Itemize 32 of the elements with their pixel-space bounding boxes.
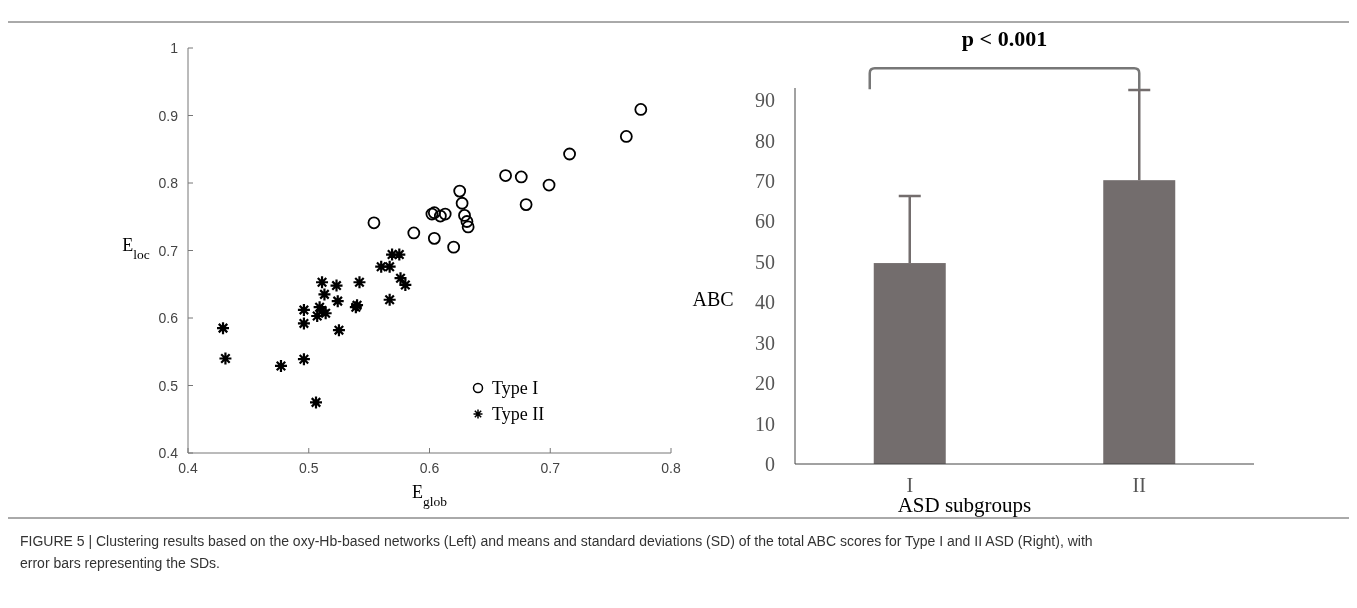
x-tick-label: 0.5 bbox=[299, 460, 319, 476]
y-tick-label: 30 bbox=[755, 331, 775, 354]
legend-label: Type I bbox=[492, 378, 539, 398]
y-tick-label: 0.7 bbox=[158, 242, 179, 259]
x-tick-label: 0.8 bbox=[661, 460, 681, 476]
y-tick-label: 60 bbox=[755, 210, 775, 233]
y-tick-label: 50 bbox=[755, 250, 775, 273]
x-tick-label: 0.4 bbox=[178, 460, 198, 476]
y-axis-title: ABC bbox=[692, 288, 734, 310]
y-tick-label: 1 bbox=[170, 40, 179, 56]
x-tick-label: I bbox=[906, 474, 914, 496]
caption: FIGURE 5 | Clustering results based on the oxy-Hb-based networks (Left) and means and standard deviations (SD) of the total ABC scores for Type I and II ASD (Right), with error bars representing the SDs. bbox=[20, 533, 1093, 571]
y-tick-label: 10 bbox=[755, 412, 775, 435]
y-tick-label: 20 bbox=[755, 372, 775, 395]
x-tick-label: 0.7 bbox=[540, 460, 561, 476]
text: p < 0.001 bbox=[961, 26, 1048, 52]
x-axis-title: E$_{glob}$ bbox=[411, 482, 448, 509]
y-tick-label: 70 bbox=[755, 169, 775, 192]
legend-label: Type II bbox=[492, 404, 545, 424]
y-tick-label: 0.4 bbox=[158, 445, 179, 461]
x-tick-label: 0.6 bbox=[419, 460, 440, 476]
y-tick-label: 0 bbox=[765, 453, 775, 475]
x-axis-title: ASD subgroups bbox=[897, 493, 1032, 517]
y-tick-label: 90 bbox=[755, 89, 775, 112]
y-tick-label: 0.5 bbox=[158, 377, 179, 394]
y-tick-label: 0.6 bbox=[158, 310, 179, 326]
y-tick-label: 0.9 bbox=[158, 107, 179, 124]
y-tick-label: 0.8 bbox=[158, 175, 179, 191]
y-tick-label: 80 bbox=[755, 129, 775, 152]
y-axis-title: E$_{loc}$ bbox=[122, 234, 150, 261]
x-tick-label: II bbox=[1132, 474, 1146, 496]
y-tick-label: 40 bbox=[755, 291, 775, 314]
